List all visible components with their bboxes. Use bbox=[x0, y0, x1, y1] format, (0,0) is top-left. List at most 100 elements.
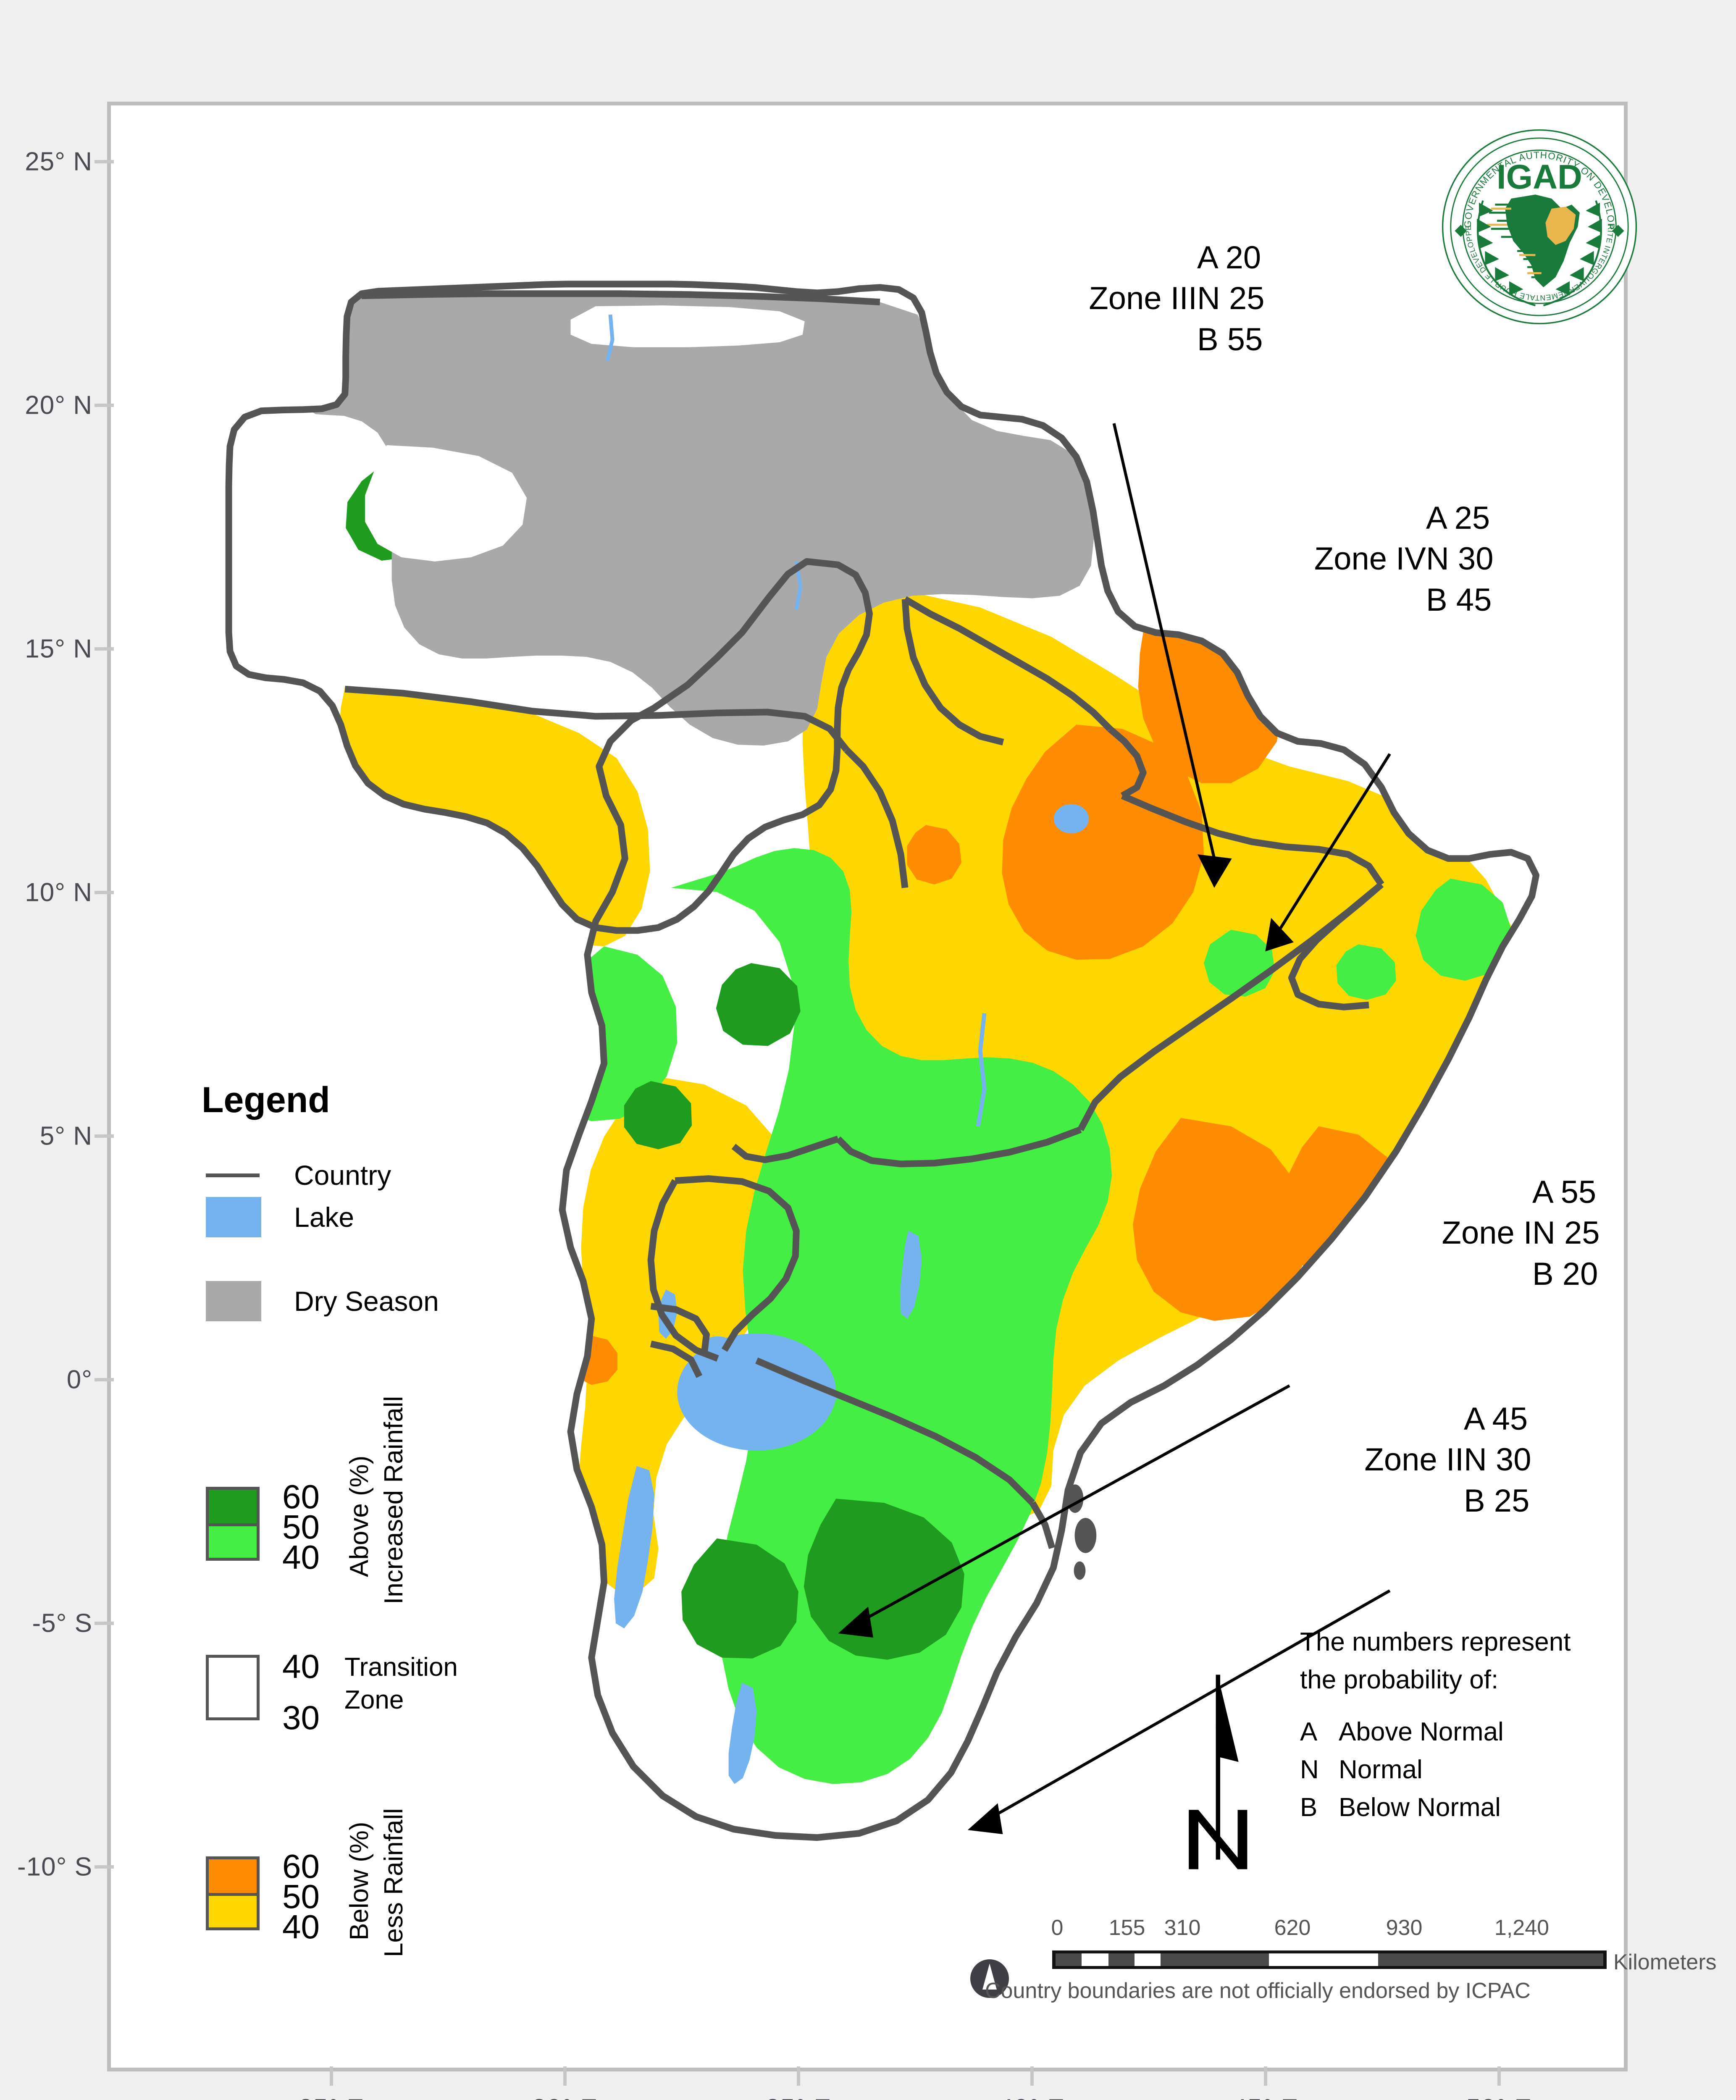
zone-name: Zone I bbox=[1442, 1215, 1532, 1251]
lat-label: 5° N bbox=[39, 1121, 92, 1151]
map-canvas bbox=[111, 105, 1624, 2068]
scale-bar-unit: Kilometers bbox=[1613, 1950, 1717, 1974]
lat-label: 10° N bbox=[25, 878, 92, 907]
scale-tick: 620 bbox=[1274, 1916, 1311, 1940]
note-item-above: A Above Normal bbox=[1300, 1713, 1571, 1751]
transition-swatch bbox=[209, 1658, 257, 1717]
zone-below: B 55 bbox=[1197, 321, 1263, 357]
lat-label: 25° N bbox=[25, 147, 92, 176]
scale-seg bbox=[1269, 1953, 1378, 1966]
above-tick-50: 50 bbox=[282, 1508, 320, 1546]
note-line-1: The numbers represent bbox=[1300, 1628, 1571, 1656]
zone-callout-zone-1: Zone I A 55 N 25 B 20 bbox=[1416, 1172, 1600, 1294]
lat-tick bbox=[95, 1378, 114, 1381]
zone-callout-zone-3: Zone III A 20 N 25 B 55 bbox=[1058, 237, 1265, 360]
scale-seg bbox=[1056, 1953, 1082, 1966]
note-item-below: B Below Normal bbox=[1300, 1789, 1571, 1827]
lat-label: -10° S bbox=[17, 1852, 92, 1882]
north-arrow-icon bbox=[1163, 1659, 1277, 1877]
note-line-2: the probability of: bbox=[1300, 1665, 1499, 1694]
lat-label: -5° S bbox=[32, 1609, 92, 1638]
country-boundaries bbox=[225, 281, 1540, 1841]
above-ramp-box bbox=[206, 1487, 260, 1561]
lat-label: 15° N bbox=[25, 634, 92, 664]
lat-tick bbox=[95, 404, 114, 407]
scale-bar: 0 155 310 620 930 1,240 Kilometers Count… bbox=[970, 1915, 1717, 2003]
transition-label-line1: Transition bbox=[344, 1653, 458, 1682]
igad-logo: INTERGOVERNMENTAL AUTHORITY ON DEVELOPME… bbox=[1434, 118, 1640, 328]
below-tick-60: 60 bbox=[282, 1848, 320, 1885]
zone-name: Zone II bbox=[1364, 1442, 1464, 1478]
scale-seg bbox=[1161, 1953, 1269, 1966]
zone-above: A 55 bbox=[1532, 1174, 1597, 1210]
legend-item-lake: Lake bbox=[206, 1197, 354, 1237]
lon-label: 50° E bbox=[1466, 2094, 1532, 2100]
note-text: Below Normal bbox=[1339, 1793, 1501, 1822]
zone-arrowheads bbox=[838, 854, 1294, 1835]
above-swatch-60 bbox=[209, 1490, 257, 1523]
lon-label: 40° E bbox=[999, 2094, 1065, 2100]
note-text: Above Normal bbox=[1339, 1717, 1504, 1746]
below-axis-label: Below (%) bbox=[345, 1822, 374, 1940]
scale-bar-ticks: 0 155 310 620 930 1,240 bbox=[1051, 1915, 1607, 1945]
map-credit: Country boundaries are not officially en… bbox=[985, 1979, 1531, 2003]
transition-tick-30: 30 bbox=[282, 1699, 320, 1736]
note-text: Normal bbox=[1339, 1755, 1423, 1784]
lat-tick bbox=[95, 1865, 114, 1869]
above-swatch-50 bbox=[209, 1523, 257, 1558]
legend-item-label: Country bbox=[294, 1160, 391, 1191]
above-tick-60: 60 bbox=[282, 1478, 320, 1515]
lon-label: 45° E bbox=[1232, 2094, 1298, 2100]
lon-tick bbox=[330, 2066, 333, 2086]
note-item-normal: N Normal bbox=[1300, 1751, 1571, 1789]
legend-ramp-above: 60 50 40 Above (%) Increased Rainfall bbox=[206, 1396, 408, 1604]
below-tick-50: 50 bbox=[282, 1878, 320, 1915]
zone-callout-zone-4: Zone IV A 25 N 30 B 45 bbox=[1287, 498, 1494, 620]
above-descriptor: Increased Rainfall bbox=[379, 1396, 408, 1604]
north-arrow-svg bbox=[1189, 1675, 1248, 1869]
lat-tick bbox=[95, 1622, 114, 1625]
legend-ramp-below: 60 50 40 Below (%) Less Rainfall bbox=[206, 1808, 408, 1957]
lon-tick bbox=[1264, 2066, 1267, 2086]
scale-tick: 155 bbox=[1108, 1916, 1145, 1940]
below-descriptor: Less Rainfall bbox=[379, 1808, 408, 1957]
zone-normal: N 25 bbox=[1197, 281, 1265, 317]
lat-tick bbox=[95, 1134, 114, 1138]
legend-item-label: Lake bbox=[294, 1202, 355, 1233]
zone-normal: N 25 bbox=[1532, 1215, 1600, 1251]
note-key: A bbox=[1300, 1717, 1318, 1746]
zone-above: A 45 bbox=[1464, 1401, 1528, 1437]
zone-name: Zone III bbox=[1089, 281, 1197, 317]
zone-below: B 20 bbox=[1532, 1256, 1598, 1292]
zone-leader-lines bbox=[862, 423, 1391, 1818]
zone-below: B 45 bbox=[1426, 582, 1492, 618]
below-swatch-60 bbox=[209, 1859, 257, 1893]
scale-tick: 930 bbox=[1386, 1916, 1423, 1940]
igad-logo-svg: INTERGOVERNMENTAL AUTHORITY ON DEVELOPME… bbox=[1434, 118, 1637, 325]
legend-item-label: Dry Season bbox=[294, 1286, 439, 1317]
lat-label: 0° bbox=[66, 1365, 92, 1394]
legend-ramp-transition: 40 30 Transition Zone bbox=[206, 1648, 458, 1736]
scale-seg bbox=[1135, 1953, 1161, 1966]
scale-bar-graphic: Kilometers bbox=[1052, 1950, 1717, 1974]
lake-swatch-icon bbox=[206, 1197, 261, 1237]
scale-tick: 1,240 bbox=[1494, 1916, 1550, 1940]
lat-label: 20° N bbox=[25, 391, 92, 420]
scale-seg bbox=[1108, 1953, 1135, 1966]
lon-tick bbox=[563, 2066, 567, 2086]
zone-above: A 25 bbox=[1426, 500, 1490, 536]
lon-tick bbox=[1030, 2066, 1034, 2086]
note-key: N bbox=[1300, 1755, 1319, 1784]
scale-seg bbox=[1082, 1953, 1108, 1966]
scale-tick: 0 bbox=[1051, 1916, 1064, 1940]
legend-item-country: Country bbox=[206, 1159, 391, 1191]
note-key: B bbox=[1300, 1793, 1318, 1822]
above-tick-40: 40 bbox=[282, 1538, 320, 1576]
transition-tick-40: 40 bbox=[282, 1648, 320, 1685]
compass-dot-icon bbox=[970, 1959, 1009, 1998]
map-frame bbox=[107, 102, 1628, 2071]
scale-seg bbox=[1485, 1953, 1603, 1966]
country-line-icon bbox=[206, 1173, 260, 1177]
map-svg bbox=[225, 281, 1540, 1841]
igad-acronym: IGAD bbox=[1497, 158, 1582, 196]
